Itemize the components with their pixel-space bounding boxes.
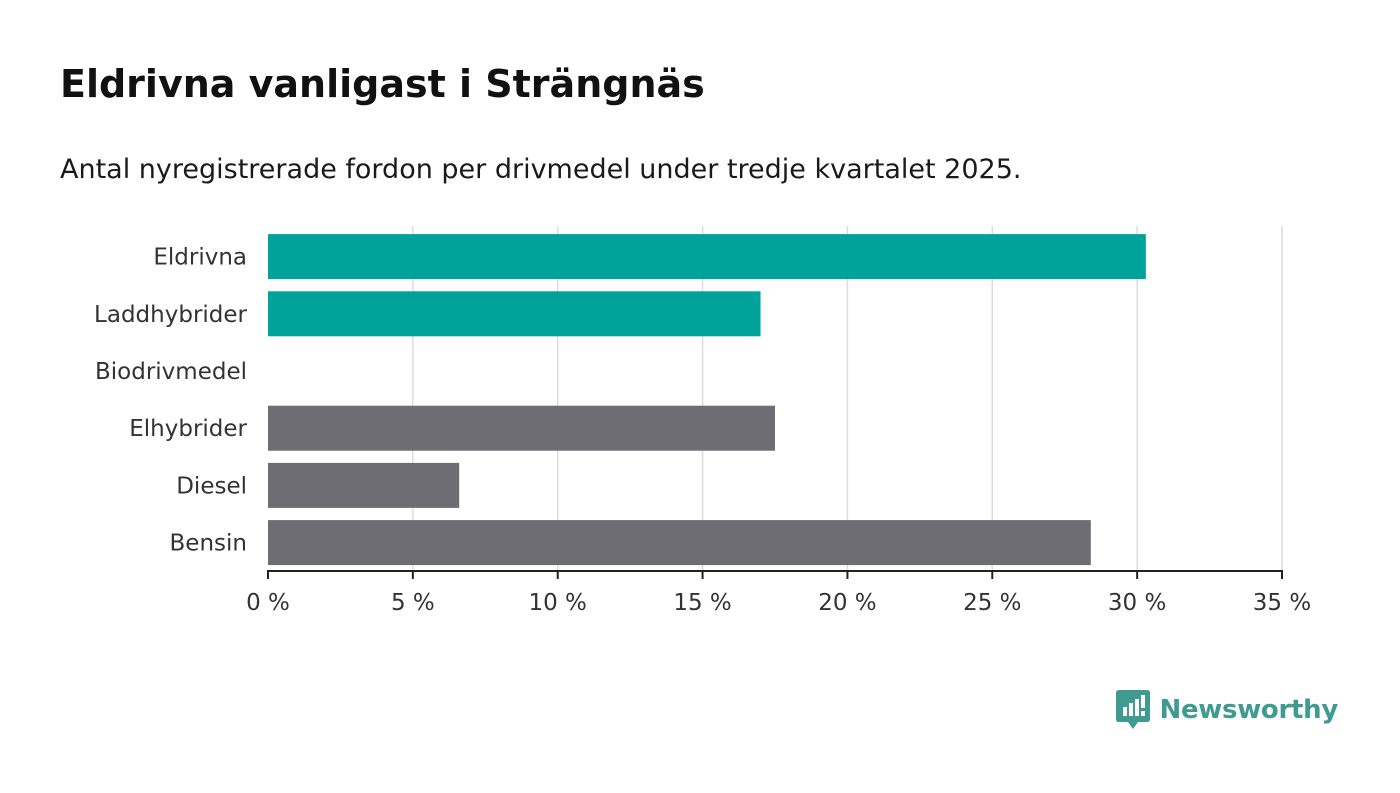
x-tick-label: 20 % (818, 590, 876, 616)
brand-name: Newsworthy (1159, 695, 1339, 725)
bars (268, 234, 1146, 566)
x-tick-label: 30 % (1108, 590, 1166, 616)
bar-diesel (268, 462, 460, 508)
category-label: Eldrivna (153, 245, 247, 271)
x-tick-label: 10 % (528, 590, 586, 616)
category-label: Laddhybrider (94, 302, 247, 328)
category-label: Biodrivmedel (95, 359, 247, 385)
x-axis: 0 % 5 % 10 % 15 % 20 % 25 % 30 % 35 % (246, 570, 1311, 616)
chart-subtitle: Antal nyregistrerade fordon per drivmede… (60, 154, 1022, 185)
x-tick-label: 5 % (391, 590, 435, 616)
x-tick-label: 0 % (246, 590, 290, 616)
brand-logo: Newsworthy (1115, 690, 1339, 730)
chart-title: Eldrivna vanligast i Strängnäs (60, 62, 705, 106)
category-label: Elhybrider (129, 416, 247, 442)
category-labels: Eldrivna Laddhybrider Biodrivmedel Elhybrid… (94, 245, 247, 557)
grid-lines (412, 226, 1283, 571)
category-label: Bensin (170, 531, 247, 557)
bar-eldrivna (268, 234, 1146, 280)
bar-bensin (268, 520, 1091, 566)
bar-laddhybrider (268, 291, 761, 337)
bar-chart-speech-bubble-icon (1115, 690, 1150, 729)
x-tick-label: 25 % (963, 590, 1021, 616)
x-tick-label: 15 % (673, 590, 731, 616)
bar-elhybrider (268, 405, 775, 451)
x-tick-label: 35 % (1253, 590, 1311, 616)
category-label: Diesel (176, 473, 247, 499)
